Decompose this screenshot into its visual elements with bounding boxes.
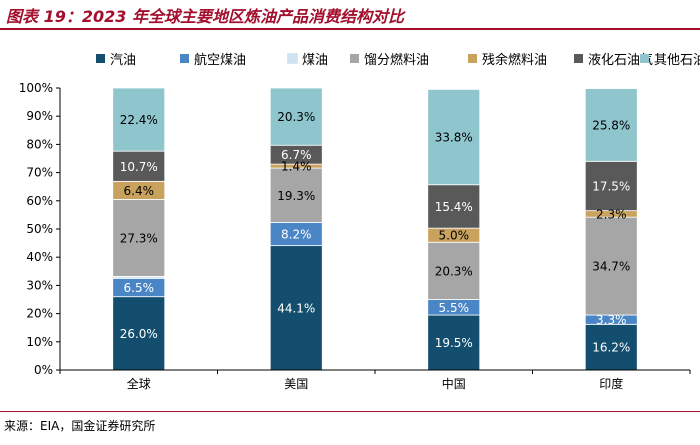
legend-swatch (180, 53, 189, 63)
data-label: 6.5% (124, 281, 155, 295)
y-tick-label: 80% (26, 137, 53, 151)
legend-label: 馏分燃料油 (364, 52, 430, 68)
source-divider (0, 411, 700, 412)
bar-segment (427, 314, 481, 371)
legend-swatch (287, 52, 298, 64)
data-label: 8.2% (281, 228, 312, 242)
data-label: 16.2% (592, 341, 630, 355)
x-tick-label: 印度 (599, 376, 623, 391)
data-labels: 26.0% 6.5% 27.3% 6.4% 10.7% 22.4% 44.1% 8.2% 19.… (120, 110, 631, 355)
data-label: 33.8% (435, 131, 473, 145)
x-tick-label: 中国 (442, 376, 466, 391)
chart-legend: 汽油 航空煤油 煤油 馏分燃料油 残余燃料油 液化石油气其他石油产品 (0, 48, 700, 68)
y-tick-label: 100% (19, 81, 53, 95)
legend-item: 残余燃料油 (468, 48, 547, 68)
data-label: 25.8% (592, 118, 630, 132)
y-tick-label: 20% (26, 307, 53, 321)
legend-item: 煤油 (287, 48, 329, 68)
bar-segment (584, 216, 638, 316)
legend-label: 汽油 (110, 52, 137, 68)
data-label: 20.3% (277, 110, 315, 124)
bar-segment (584, 88, 638, 162)
data-label: 1.4% (281, 160, 312, 174)
bar-segment (112, 87, 166, 152)
source-note: 来源：EIA，国金证券研究所 (4, 419, 156, 433)
data-label: 6.4% (124, 184, 155, 198)
data-label: 19.5% (435, 336, 473, 350)
data-label: 10.7% (120, 160, 158, 174)
data-label: 15.4% (435, 200, 473, 214)
legend-item: 汽油 (96, 48, 136, 68)
bar-segment (269, 87, 323, 146)
data-label: 6.7% (281, 148, 312, 162)
y-tick-label: 30% (26, 278, 53, 292)
data-label: 20.3% (435, 264, 473, 278)
data-label: 3.3% (596, 313, 627, 327)
legend-swatch (350, 53, 359, 63)
x-tick-label: 美国 (284, 377, 308, 391)
data-label: 5.0% (439, 229, 470, 243)
chart-title: 图表 19：2023 年全球主要地区炼油产品消费结构对比 (6, 7, 404, 26)
y-tick-label: 50% (26, 222, 53, 236)
y-tick-label: 0% (34, 363, 53, 377)
data-label: 5.5% (439, 301, 470, 315)
bar-segment (427, 241, 481, 300)
data-label: 19.3% (277, 189, 315, 203)
data-label: 2.3% (596, 207, 627, 221)
legend-item: 航空煤油 (180, 48, 246, 68)
data-label: 26.0% (120, 327, 158, 341)
bar-segment (427, 89, 481, 186)
legend-item: 馏分燃料油 (350, 48, 429, 68)
x-tick-label: 全球 (127, 376, 151, 391)
legend-item: 液化石油气 (574, 48, 653, 68)
bar-segment (584, 160, 638, 212)
legend-swatch (574, 53, 583, 63)
bar-segment (584, 323, 638, 371)
data-label: 17.5% (592, 179, 630, 193)
bars (112, 87, 638, 371)
legend-swatch (468, 53, 477, 63)
y-tick-label: 10% (26, 335, 53, 349)
data-label: 22.4% (120, 113, 158, 127)
legend-swatch (96, 53, 105, 63)
bar-segment (427, 184, 481, 229)
data-label: 44.1% (277, 301, 315, 315)
data-label: 34.7% (592, 260, 630, 274)
y-tick-label: 90% (26, 109, 53, 123)
bar-segment (269, 245, 323, 371)
x-axis: 全球 美国 中国 印度 (59, 369, 691, 391)
title-divider (0, 28, 700, 30)
bar-segment (112, 296, 166, 371)
data-label: 27.3% (120, 231, 158, 245)
legend-swatch (640, 53, 649, 63)
legend-label: 煤油 (302, 52, 329, 68)
legend-label: 航空煤油 (194, 52, 247, 68)
y-tick-label: 70% (26, 166, 53, 180)
legend-label: 液化石油气 (588, 52, 654, 68)
y-tick-label: 40% (26, 250, 53, 264)
legend-item: 其他石油产品 (640, 48, 700, 68)
bar-segment (112, 150, 166, 182)
y-tick-label: 60% (26, 194, 53, 208)
legend-label: 残余燃料油 (482, 52, 548, 68)
legend-label: 其他石油产品 (654, 52, 700, 68)
y-axis: 0% 10% 20% 30% 40% 50% 60% 70% 80% 90% 100% (19, 81, 61, 377)
